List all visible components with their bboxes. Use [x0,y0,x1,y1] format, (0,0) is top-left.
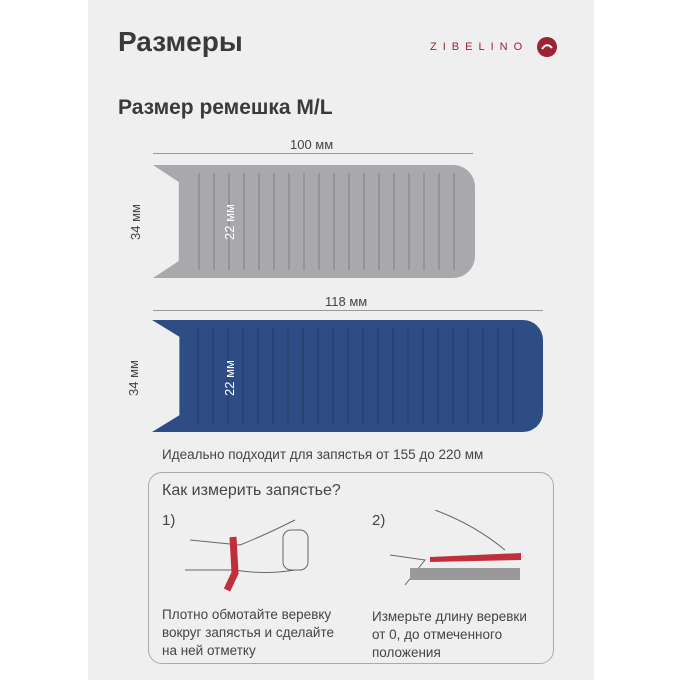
band-link [318,173,320,270]
band-link [317,328,319,424]
howto-title: Как измерить запястье? [162,482,341,499]
howto-box [148,472,554,664]
brand-logo: ZIBELINO [430,36,558,58]
band-link [408,173,410,270]
wrist-wrap-illustration [185,519,309,592]
band-link [452,328,454,424]
band-link [227,328,229,424]
gray-band-image [153,165,475,278]
length-dimension-line [153,310,543,311]
band-link [197,328,199,424]
band-link [392,328,394,424]
section-title: Размер ремешка M/L [118,96,333,119]
band-link [482,328,484,424]
band-link [242,328,244,424]
band-link [288,173,290,270]
band-link [332,328,334,424]
logo-icon [537,37,558,57]
page-title: Размеры [118,26,243,57]
fit-note: Идеально подходит для запястья от 155 до… [162,447,484,462]
band-link [362,328,364,424]
band-link [422,328,424,424]
blue-band-image [152,320,543,432]
band-link [243,173,245,270]
length-label: 118 мм [325,294,368,309]
string-measure-illustration [389,510,521,586]
inner-width-label: 22 мм [222,360,237,396]
step-number: 2) [372,512,386,529]
band-link [212,328,214,424]
band-link [453,173,455,270]
band-link [198,173,200,270]
band-link [273,173,275,270]
logo-text: ZIBELINO [430,41,529,53]
band-link [333,173,335,270]
width-label: 34 мм [128,204,143,240]
band-link [213,173,215,270]
band-link [377,328,379,424]
band-link [257,328,259,424]
band-link [348,173,350,270]
band-link [497,328,499,424]
band-link [303,173,305,270]
width-label: 34 мм [126,360,141,396]
band-link [407,328,409,424]
band-link [437,328,439,424]
band-link [287,328,289,424]
band-link [438,173,440,270]
band-link [258,173,260,270]
band-link [228,173,230,270]
step-2-text: Измерьте длину веревки от 0, до отмеченн… [372,609,527,660]
band-link [512,328,514,424]
band-link [363,173,365,270]
step-number: 1) [162,512,176,529]
step-1-text: Плотно обмотайте веревку вокруг запястья… [162,607,335,658]
band-link [378,173,380,270]
band-link [347,328,349,424]
inner-width-label: 22 мм [222,204,237,240]
band-link [467,328,469,424]
length-label: 100 мм [290,137,334,152]
band-link [272,328,274,424]
length-dimension-line [153,153,473,154]
band-link [393,173,395,270]
band-link [302,328,304,424]
band-link [423,173,425,270]
ruler-icon [410,568,520,580]
